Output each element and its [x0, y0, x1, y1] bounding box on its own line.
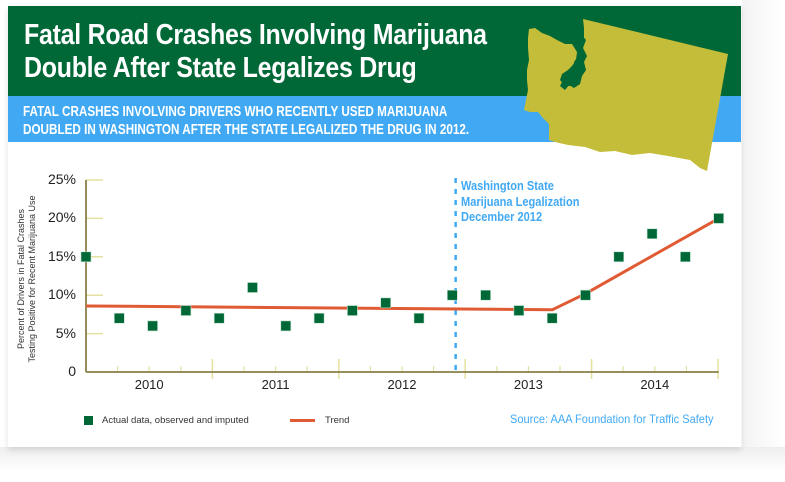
data-point: [613, 251, 625, 263]
infographic-card: Fatal Road Crashes Involving Marijuana D…: [8, 6, 741, 447]
puget-sound-shape: [560, 34, 587, 90]
source-credit: Source: AAA Foundation for Traffic Safet…: [510, 412, 714, 426]
title-line-1: Fatal Road Crashes Involving Marijuana: [24, 19, 487, 51]
page-shadow-right: [742, 0, 785, 482]
data-point: [280, 320, 292, 332]
y-tick-label: 20%: [47, 209, 76, 226]
legend-item-points: Actual data, observed and imputed: [84, 415, 249, 426]
legend-item-trend: Trend: [290, 415, 349, 426]
data-point: [413, 312, 425, 324]
data-point: [680, 251, 691, 263]
data-point: [313, 312, 325, 324]
title-line-2: Double After State Legalizes Drug: [24, 52, 417, 84]
x-tick-label: 2013: [513, 377, 543, 392]
data-point: [646, 228, 658, 240]
page-title: Fatal Road Crashes Involving Marijuana D…: [24, 19, 487, 85]
data-point: [213, 312, 225, 324]
data-point: [80, 251, 92, 263]
y-axis-title: Percent of Drivers in Fatal Crashes Test…: [16, 194, 38, 364]
data-point: [513, 305, 525, 316]
y-tick-label: 10%: [47, 286, 76, 303]
legend-trend-swatch-icon: [290, 419, 315, 422]
data-point: [446, 289, 458, 301]
page-shadow-bottom: [0, 447, 785, 482]
annotation-line-2: Marijuana Legalization: [461, 193, 580, 209]
legend-point-swatch-icon: [84, 416, 93, 425]
legend-points-label: Actual data, observed and imputed: [102, 415, 249, 426]
y-axis-title-line-1: Percent of Drivers in Fatal Crashes: [16, 208, 26, 350]
legalization-annotation: Washington State Marijuana Legalization …: [461, 178, 580, 225]
data-point: [247, 282, 258, 293]
data-point: [380, 297, 392, 309]
data-point: [546, 312, 558, 324]
x-tick-label: 2012: [387, 377, 417, 392]
data-point: [580, 289, 591, 301]
annotation-line-3: December 2012: [461, 209, 543, 224]
legend-trend-label: Trend: [325, 415, 350, 426]
washington-state-shape: [524, 19, 728, 171]
trend-line: [85, 217, 720, 312]
y-tick-label: 0: [68, 363, 76, 379]
y-tick-label: 15%: [47, 247, 76, 264]
subtitle-line-1: FATAL CRASHES INVOLVING DRIVERS WHO RECE…: [23, 103, 448, 120]
data-point: [713, 213, 725, 224]
annotation-line-1: Washington State: [461, 178, 554, 193]
washington-state-map-icon: [524, 19, 728, 171]
data-point: [180, 305, 192, 316]
subtitle-line-2: DOUBLED IN WASHINGTON AFTER THE STATE LE…: [23, 121, 470, 138]
y-tick-label: 5%: [55, 324, 76, 341]
y-tick-label: 25%: [47, 171, 76, 187]
data-point: [114, 312, 125, 324]
data-point: [147, 320, 158, 332]
data-point: [347, 305, 358, 316]
subtitle: FATAL CRASHES INVOLVING DRIVERS WHO RECE…: [23, 103, 469, 139]
x-tick-label: 2011: [261, 377, 290, 392]
x-tick-label: 2014: [640, 377, 670, 392]
data-point: [480, 289, 491, 301]
x-tick-label: 2010: [134, 377, 164, 392]
